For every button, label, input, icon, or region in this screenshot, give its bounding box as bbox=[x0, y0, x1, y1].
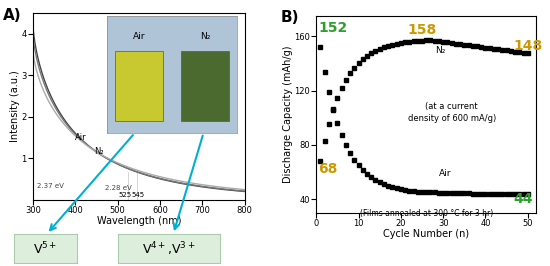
Text: A): A) bbox=[3, 8, 22, 23]
Bar bbox=[115, 51, 163, 121]
Y-axis label: Intensity (a.u.): Intensity (a.u.) bbox=[10, 70, 20, 142]
Y-axis label: Discharge Capacity (mAh/g): Discharge Capacity (mAh/g) bbox=[283, 46, 293, 183]
Text: B): B) bbox=[281, 10, 300, 25]
Text: 152: 152 bbox=[318, 21, 348, 35]
X-axis label: Wavelength (nm): Wavelength (nm) bbox=[97, 216, 181, 226]
Bar bbox=[181, 51, 229, 121]
Text: Air: Air bbox=[75, 132, 87, 142]
Text: 545: 545 bbox=[131, 192, 145, 198]
Text: 44: 44 bbox=[513, 192, 532, 206]
Text: 158: 158 bbox=[407, 23, 437, 37]
Text: (Films annealed at 300 °C for 3 hr): (Films annealed at 300 °C for 3 hr) bbox=[360, 209, 493, 218]
Text: N₂: N₂ bbox=[200, 32, 210, 41]
Text: N₂: N₂ bbox=[434, 45, 445, 55]
Text: Air: Air bbox=[133, 32, 145, 41]
Text: 68: 68 bbox=[318, 163, 338, 176]
Text: V$^{4+}$,V$^{3+}$: V$^{4+}$,V$^{3+}$ bbox=[142, 240, 196, 257]
Text: 148: 148 bbox=[513, 39, 542, 53]
Text: N₂: N₂ bbox=[95, 147, 104, 156]
Text: Air: Air bbox=[439, 169, 452, 178]
Text: 2.28 eV: 2.28 eV bbox=[105, 185, 132, 192]
Text: 2.37 eV: 2.37 eV bbox=[37, 183, 64, 189]
Text: V$^{5+}$: V$^{5+}$ bbox=[33, 240, 58, 257]
X-axis label: Cycle Number (n): Cycle Number (n) bbox=[383, 230, 469, 239]
Text: 525: 525 bbox=[118, 192, 131, 198]
Text: (at a current
density of 600 mA/g): (at a current density of 600 mA/g) bbox=[408, 102, 496, 123]
